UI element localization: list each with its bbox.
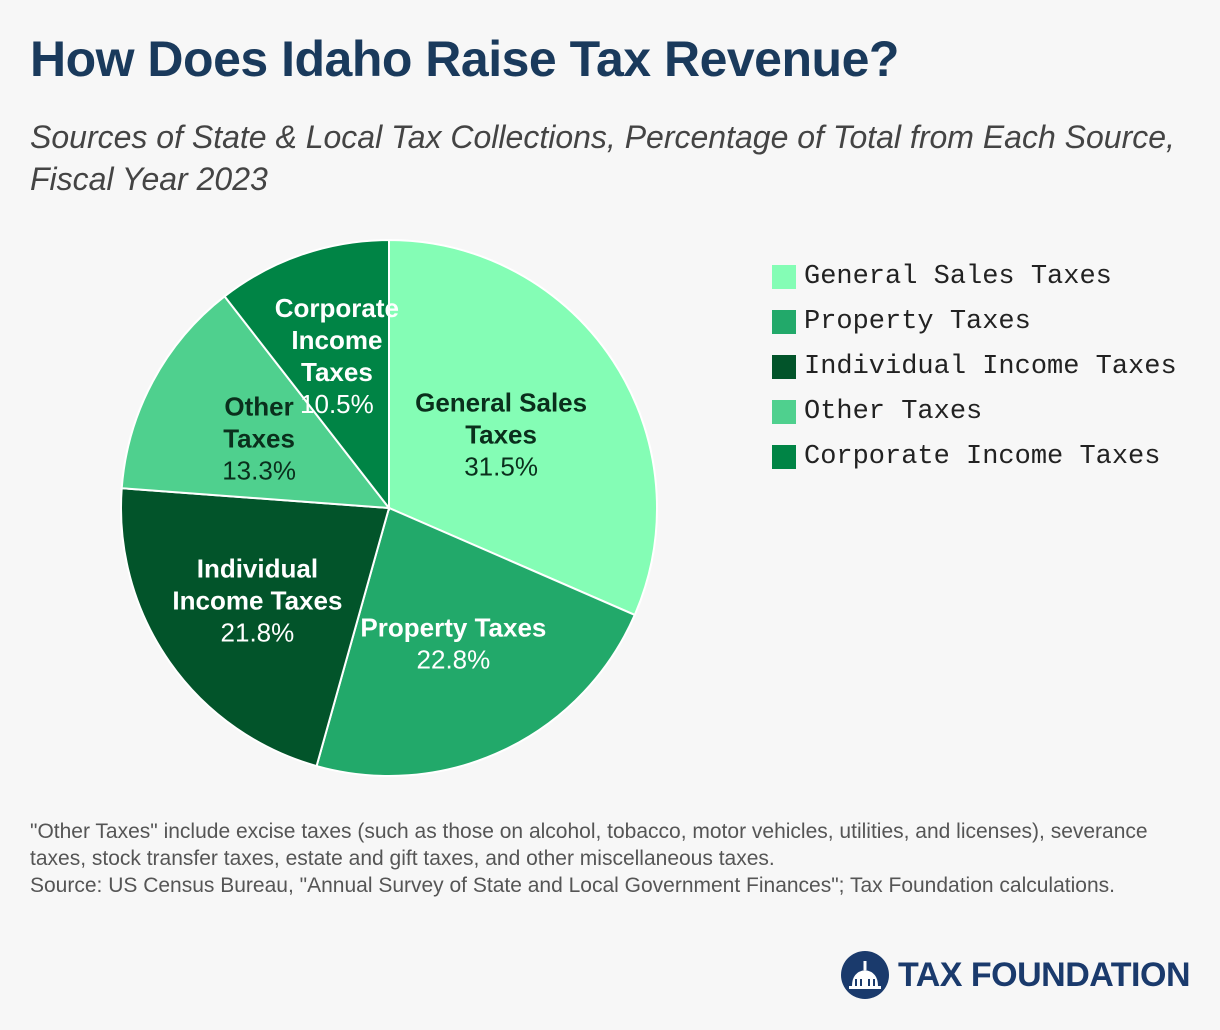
legend-swatch — [772, 399, 796, 424]
pie-labels: General Sales Taxes 31.5%Property Taxes 22.… — [172, 293, 587, 675]
pie-slice-corporate-income-taxes — [223, 238, 390, 511]
slice-label-name: Taxes — [465, 420, 537, 450]
slice-label-name: Individual — [197, 553, 318, 583]
slice-value-label: 21.8% — [221, 617, 295, 647]
legend-swatch — [772, 444, 796, 469]
slice-label-general-sales-taxes: General Sales Taxes 31.5% — [415, 388, 587, 482]
capitol-dome-icon — [840, 951, 889, 999]
legend-swatch — [772, 309, 796, 334]
slice-label-name: Income — [291, 325, 382, 355]
legend-label: Property Taxes — [804, 306, 1031, 337]
tax-foundation-logo: TAX FOUNDATION — [840, 950, 1191, 1000]
slice-label-name: Taxes — [301, 357, 373, 387]
pie-chart: General Sales Taxes 31.5%Property Taxes 22.… — [120, 238, 658, 777]
slice-label-name: General Sales — [415, 388, 587, 418]
slice-value-label: 22.8% — [417, 645, 491, 675]
slice-label-name: Taxes — [223, 423, 295, 453]
legend-item: Corporate Income Taxes — [772, 434, 1177, 479]
slice-value-label: 13.3% — [222, 455, 296, 485]
legend-label: General Sales Taxes — [804, 261, 1112, 292]
pie-slices — [120, 238, 658, 777]
legend-swatch — [772, 264, 796, 289]
legend-item: Individual Income Taxes — [772, 344, 1177, 389]
chart-area: General Sales Taxes 31.5% Property Taxes 22.… — [0, 220, 1220, 800]
slice-label-individual-income-taxes: Individual Income Taxes 21.8% — [172, 553, 342, 647]
slice-label-name: Other — [224, 391, 293, 421]
slice-label-property-taxes: Property Taxes 22.8% — [360, 613, 546, 675]
legend-swatch — [772, 354, 796, 379]
legend-label: Other Taxes — [804, 396, 983, 427]
legend-item: General Sales Taxes — [772, 254, 1177, 299]
slice-label-other-taxes: Other Taxes 13.3% — [222, 391, 296, 485]
slice-label-name: Property Taxes — [360, 613, 546, 643]
slice-label-name: Corporate — [275, 293, 399, 323]
footnotes: "Other Taxes" include excise taxes (such… — [30, 818, 1200, 899]
legend-item: Other Taxes — [772, 389, 1177, 434]
legend-label: Individual Income Taxes — [804, 351, 1177, 382]
logo-text: TAX FOUNDATION — [897, 955, 1191, 994]
pie-slice-property-taxes — [315, 506, 637, 777]
chart-title: How Does Idaho Raise Tax Revenue? — [30, 31, 899, 87]
slice-label-corporate-income-taxes: Corporate Income Taxes 10.5% — [275, 293, 399, 419]
source-note: Source: US Census Bureau, "Annual Survey… — [30, 874, 1115, 897]
other-taxes-note: "Other Taxes" include excise taxes (such… — [30, 820, 1148, 870]
slice-label-name: Income Taxes — [172, 585, 342, 615]
pie-slice-individual-income-taxes — [120, 487, 391, 768]
legend-label: Corporate Income Taxes — [804, 441, 1161, 472]
pie-slice-other-taxes — [120, 294, 392, 510]
chart-legend: General Sales Taxes Property Taxes Individ… — [772, 254, 1177, 479]
chart-subtitle: Sources of State & Local Tax Collections… — [30, 119, 1175, 197]
legend-item: Property Taxes — [772, 299, 1177, 344]
pie-slice-general-sales-taxes — [388, 238, 658, 617]
slice-value-label: 31.5% — [464, 452, 538, 482]
slice-value-label: 10.5% — [300, 389, 374, 419]
